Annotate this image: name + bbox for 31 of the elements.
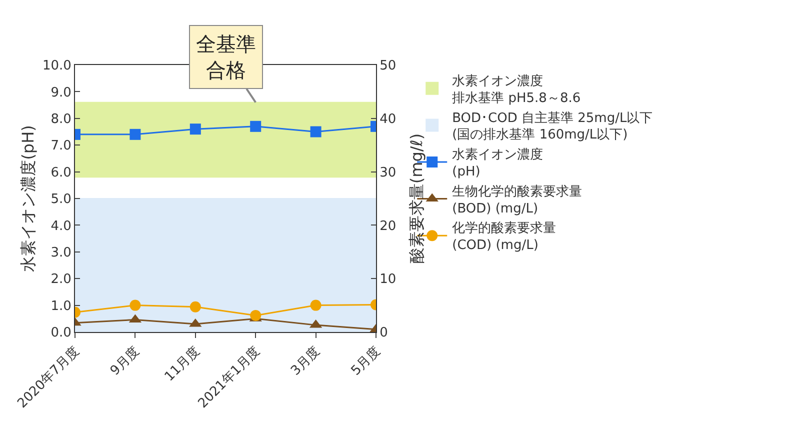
legend-label: 化学的酸素要求量 (COD) (mg/L) <box>452 221 556 254</box>
y-tick-label: 0.0 <box>50 326 72 341</box>
y-tick-label: 1.0 <box>50 298 72 314</box>
x-tick-label: 5月度 <box>348 343 384 379</box>
y2-tick-label: 0 <box>380 326 388 341</box>
legend-label: 水素イオン濃度排水基準 pH5.8～8.6 <box>452 73 581 106</box>
x-tick-label: 11月度 <box>161 343 203 385</box>
y-tick-label: 2.0 <box>50 272 72 288</box>
y2-tick-label: 10 <box>380 272 396 288</box>
y-tick-label: 7.0 <box>50 138 72 154</box>
legend-label: BOD･COD 自主基準 25mg/L以下 (国の排水基準 160mg/L以下) <box>452 110 653 143</box>
y2-tick-label: 30 <box>380 165 396 180</box>
y-tick-label: 8.0 <box>50 112 72 127</box>
y-tick-label: 4.0 <box>50 218 72 234</box>
y-axis-title: 水素イオン濃度(pH) <box>18 125 38 272</box>
y-tick-label: 3.0 <box>50 245 72 260</box>
annotation: 全基準合格 <box>196 32 256 82</box>
y2-tick-label: 40 <box>380 112 396 127</box>
y-tick-label: 9.0 <box>50 85 72 100</box>
y2-axis-title: 酸素要求量(mg/ℓ) <box>406 133 426 264</box>
x-tick-label: 3月度 <box>288 343 324 379</box>
legend-label: 水素イオン濃度 (pH) <box>452 146 544 180</box>
y-tick-label: 6.0 <box>50 165 72 180</box>
y-tick-label: 5.0 <box>50 192 72 208</box>
y2-tick-label: 50 <box>380 58 396 74</box>
legend-label: 生物化学的酸素要求量 (BOD) (mg/L) <box>452 184 582 216</box>
point <box>250 120 262 132</box>
y2-tick-label: 20 <box>380 218 396 234</box>
point <box>190 124 201 135</box>
y-tick-label: 10.0 <box>42 58 72 74</box>
x-tick-label: 9月度 <box>107 343 143 379</box>
